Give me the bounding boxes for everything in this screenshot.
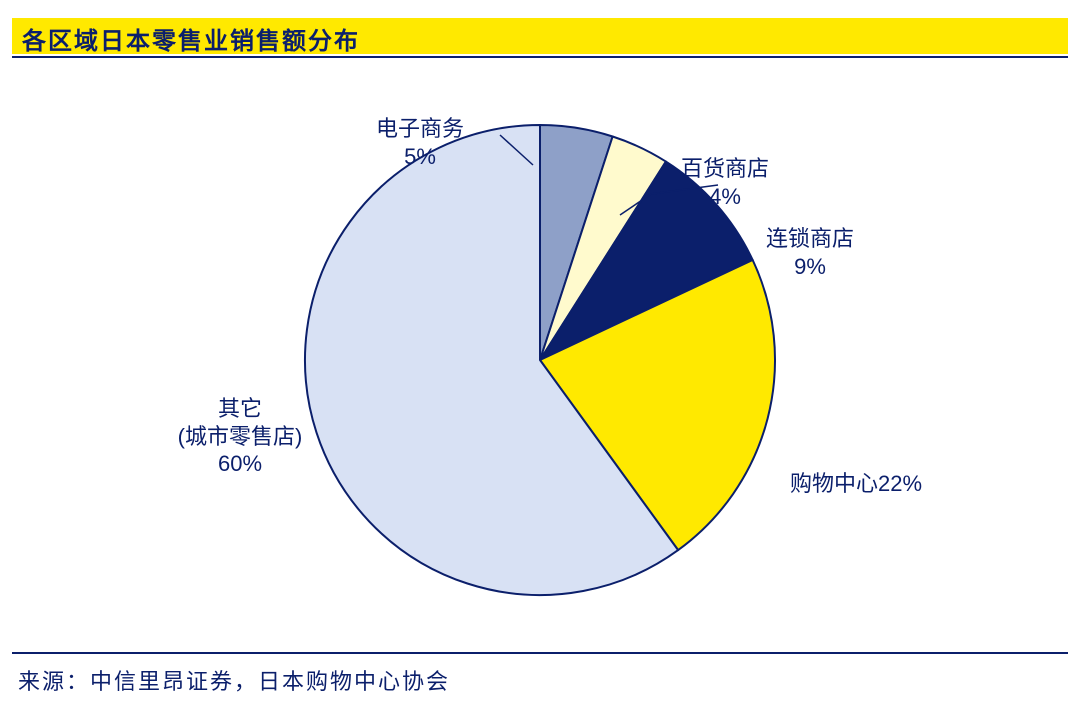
source-text: 来源：中信里昂证券，日本购物中心协会 xyxy=(18,664,450,696)
slice-label-其它(城市零售店): 其它 (城市零售店) 60% xyxy=(178,395,303,478)
page-container: 各区域日本零售业销售额分布 电子商务 5%百货商店 4%连锁商店 9%购物中心2… xyxy=(0,0,1080,705)
slice-label-电子商务: 电子商务 5% xyxy=(376,115,464,170)
slice-label-百货商店: 百货商店 4% xyxy=(681,155,769,210)
slice-label-购物中心: 购物中心22% xyxy=(790,470,922,498)
footer-rule xyxy=(12,652,1068,654)
slice-label-连锁商店: 连锁商店 9% xyxy=(766,225,854,280)
pie-chart xyxy=(0,0,1080,705)
